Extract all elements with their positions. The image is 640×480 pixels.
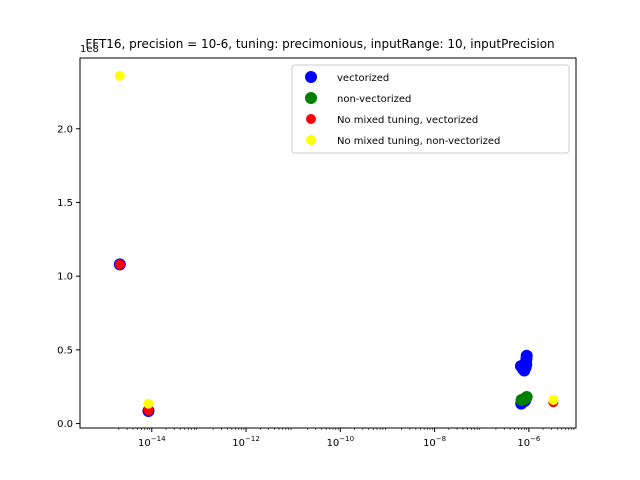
x-tick-label-1: 10−12 [232,435,260,449]
point-series-1-3 [520,391,533,404]
x-tick-label-3: 10−8 [423,435,446,449]
legend-label-1: non-vectorized [337,94,411,105]
legend-marker-2 [306,114,316,124]
point-series-0-9 [520,358,533,371]
legend-marker-1 [305,92,317,104]
legend-marker-0 [305,71,317,83]
x-axis: 10−14 10−12 10−10 10−8 10−6 [118,428,575,449]
axes-frame [79,57,577,429]
legend-box [291,64,570,154]
chart-title: FFT16, precision = 10-6, tuning: precimo… [85,37,554,51]
point-series-0-8 [520,349,533,362]
x-tick-label-4: 10−6 [517,435,541,449]
x-tick-label-0: 10−14 [138,435,166,449]
point-series-3-1 [143,398,154,409]
legend: vectorized non-vectorized No mixed tuning,… [291,64,570,154]
x-tick-label-2: 10−10 [327,435,355,449]
y-tick-label-4: 2.0 [57,124,73,135]
plot-area [113,70,559,418]
y-tick-label-1: 0.5 [57,345,73,356]
point-series-3-2 [548,394,559,405]
y-axis-offset-label: 1e8 [80,44,99,55]
legend-label-3: No mixed tuning, non-vectorized [337,136,500,147]
y-axis: 0.0 0.5 1.0 1.5 2.0 [57,124,80,430]
legend-marker-3 [306,135,316,145]
y-tick-label-2: 1.0 [57,272,73,283]
point-series-2-0 [114,259,125,270]
legend-label-2: No mixed tuning, vectorized [337,115,478,126]
y-tick-label-0: 0.0 [57,419,73,430]
point-series-3-0 [114,70,125,81]
legend-label-0: vectorized [337,73,389,84]
y-tick-label-3: 1.5 [57,198,73,209]
